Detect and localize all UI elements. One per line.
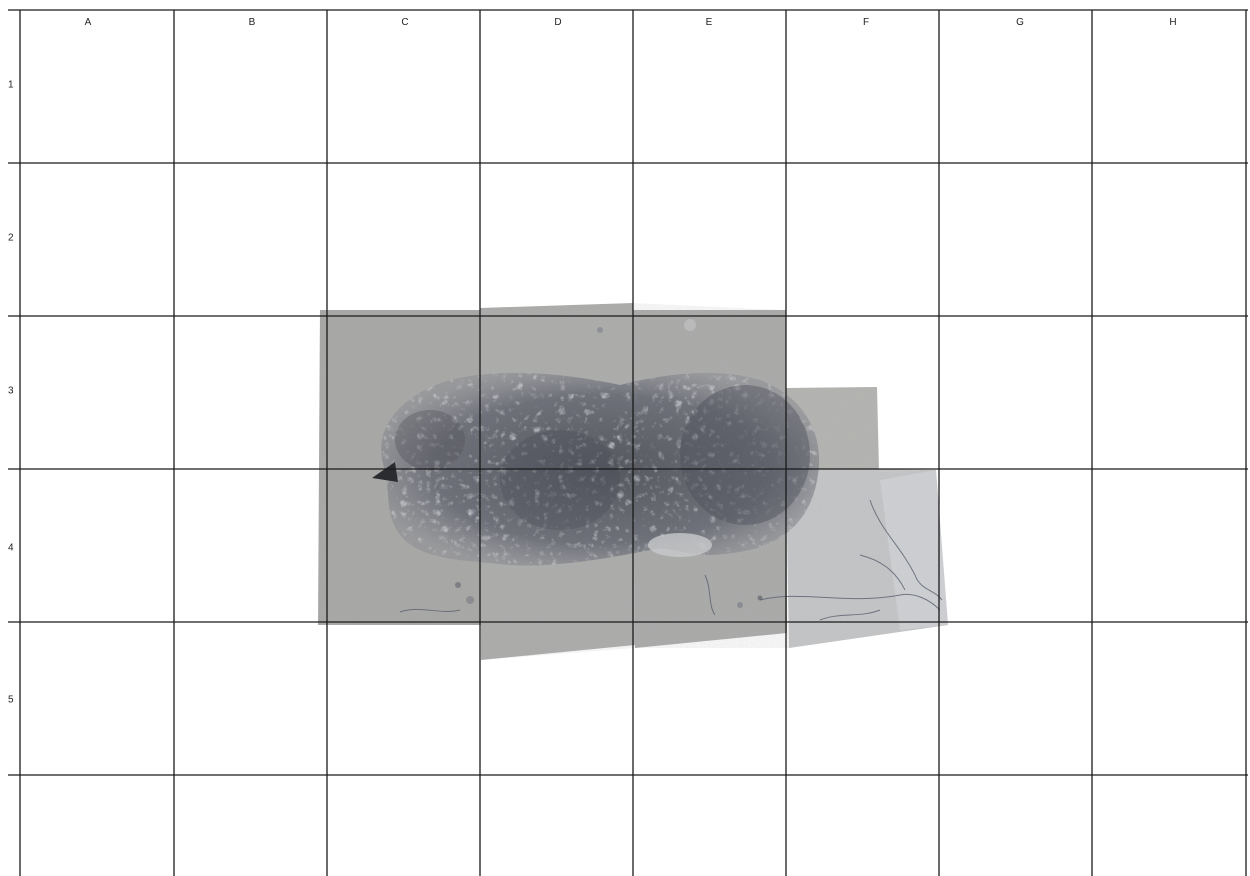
column-label-g: G [1016,17,1024,28]
column-label-b: B [248,17,256,28]
column-label-a: A [84,17,92,28]
row-label-1: 1 [8,79,14,91]
column-label-d: D [554,17,562,28]
column-label-e: E [705,17,713,28]
ground-cracks [399,499,943,621]
grid-lines [8,9,1248,876]
row-label-5: 5 [8,694,14,706]
row-label-2: 2 [8,232,14,244]
row-label-4: 4 [8,542,14,554]
column-label-c: C [401,17,409,28]
column-label-h: H [1169,17,1177,28]
column-label-f: F [862,17,870,28]
row-label-3: 3 [8,385,14,397]
